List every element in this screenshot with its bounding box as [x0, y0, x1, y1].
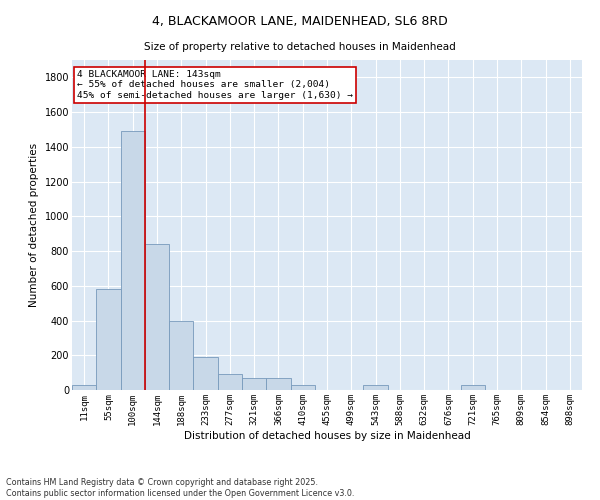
- Text: 4, BLACKAMOOR LANE, MAIDENHEAD, SL6 8RD: 4, BLACKAMOOR LANE, MAIDENHEAD, SL6 8RD: [152, 15, 448, 28]
- Bar: [461, 385, 485, 390]
- X-axis label: Distribution of detached houses by size in Maidenhead: Distribution of detached houses by size …: [184, 430, 470, 440]
- Bar: [72, 385, 96, 390]
- Bar: [290, 385, 315, 390]
- Bar: [266, 378, 290, 390]
- Bar: [218, 374, 242, 390]
- Bar: [193, 357, 218, 390]
- Bar: [121, 131, 145, 390]
- Bar: [96, 290, 121, 390]
- Y-axis label: Number of detached properties: Number of detached properties: [29, 143, 39, 307]
- Bar: [169, 320, 193, 390]
- Text: 4 BLACKAMOOR LANE: 143sqm
← 55% of detached houses are smaller (2,004)
45% of se: 4 BLACKAMOOR LANE: 143sqm ← 55% of detac…: [77, 70, 353, 100]
- Bar: [364, 385, 388, 390]
- Text: Contains HM Land Registry data © Crown copyright and database right 2025.
Contai: Contains HM Land Registry data © Crown c…: [6, 478, 355, 498]
- Text: Size of property relative to detached houses in Maidenhead: Size of property relative to detached ho…: [144, 42, 456, 52]
- Bar: [242, 378, 266, 390]
- Bar: [145, 244, 169, 390]
